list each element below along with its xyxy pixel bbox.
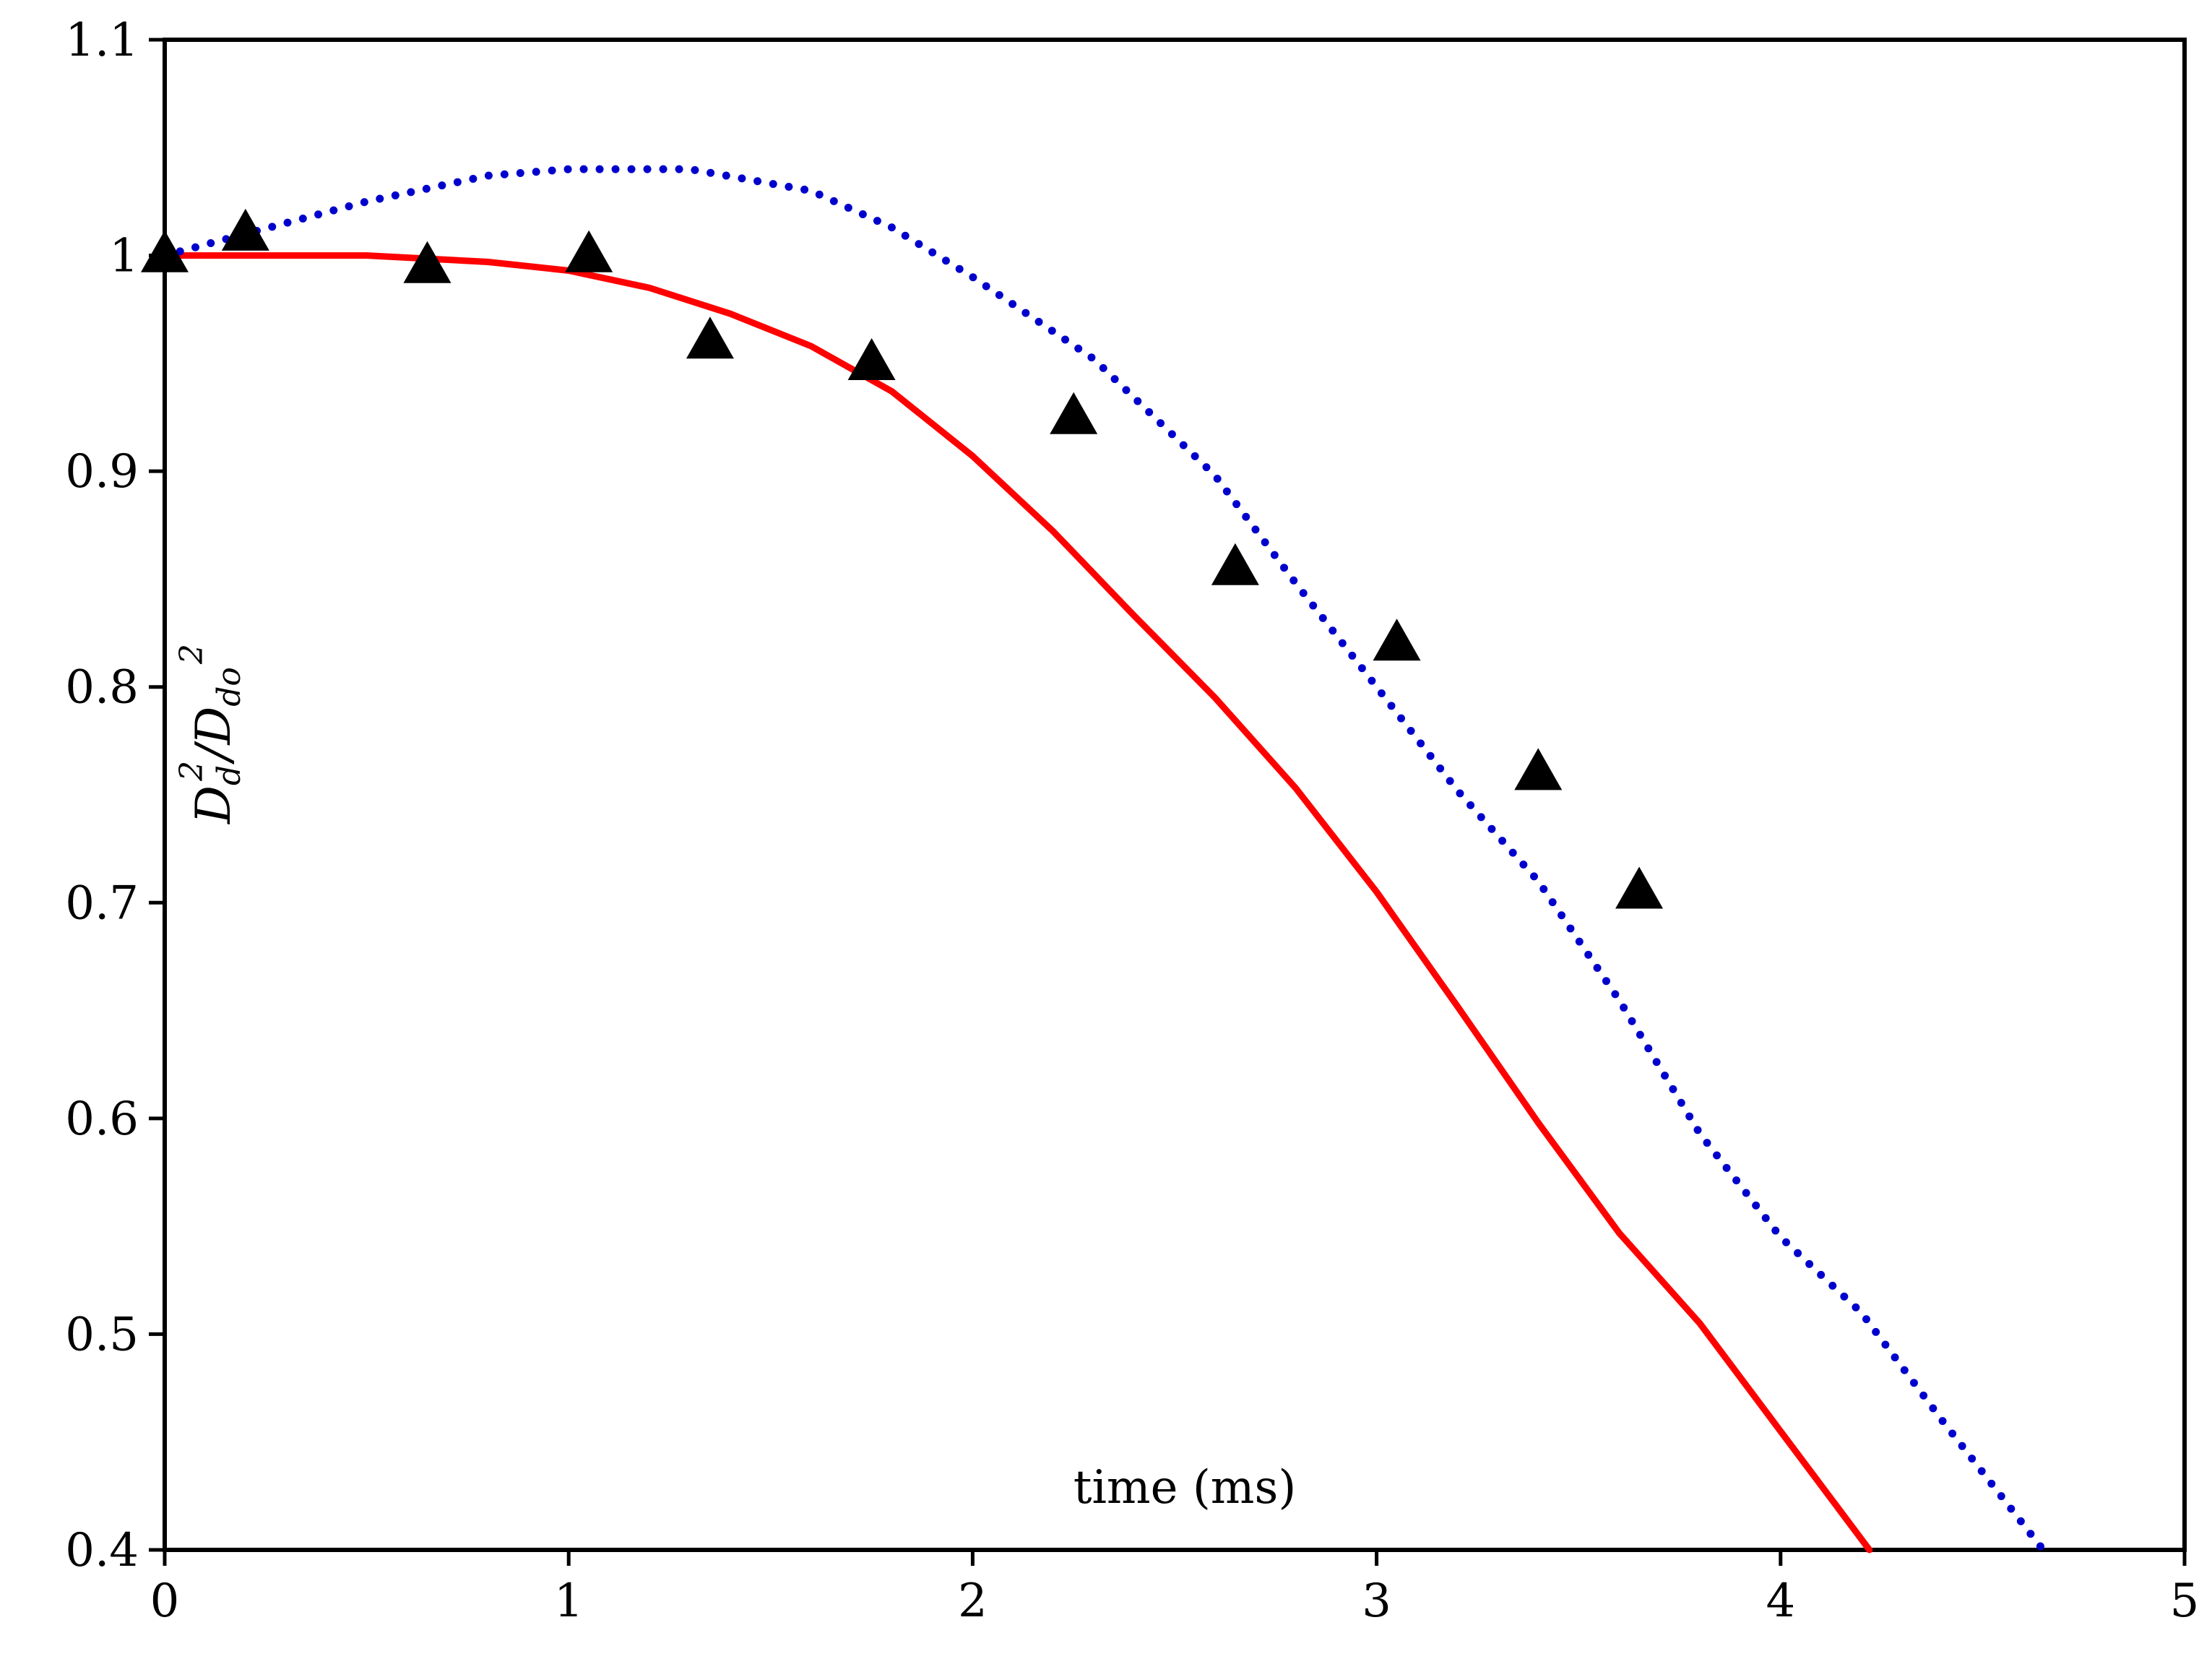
y-axis-title: Dd2/Ddo2 xyxy=(173,644,248,824)
ylabel-base: D xyxy=(186,785,241,824)
x-tick-label: 2 xyxy=(958,1574,988,1628)
triangle-marker xyxy=(141,230,189,272)
solid-red-line xyxy=(161,252,1873,1554)
x-axis-title: time (ms) xyxy=(1073,1461,1297,1514)
y-tick-label: 1 xyxy=(109,230,139,283)
y-tick-label: 1.1 xyxy=(65,14,139,67)
series-layer xyxy=(160,165,2047,1554)
y-tick-label: 0.4 xyxy=(65,1524,139,1577)
x-tick-label: 3 xyxy=(1362,1574,1391,1628)
plot-frame xyxy=(163,38,2187,1552)
y-tick-label: 0.9 xyxy=(65,445,139,499)
ylabel-sub1: d xyxy=(211,765,248,785)
triangle-marker xyxy=(403,241,452,283)
ylabel-base2: D xyxy=(186,707,241,746)
triangle-marker xyxy=(565,230,613,272)
x-tick-label: 5 xyxy=(2170,1574,2200,1628)
x-tick-label: 0 xyxy=(150,1574,180,1628)
x-tick-label: 1 xyxy=(554,1574,584,1628)
triangle-marker xyxy=(847,338,896,381)
ylabel-sub2: do xyxy=(211,667,248,707)
triangle-marker xyxy=(1211,543,1259,585)
ylabel-sup2: 2 xyxy=(173,644,210,665)
tick-marks xyxy=(149,38,2187,1566)
y-tick-label: 0.5 xyxy=(65,1308,139,1361)
y-tick-label: 0.7 xyxy=(65,876,139,930)
y-tick-label: 0.8 xyxy=(65,661,139,715)
ylabel-sup1: 2 xyxy=(173,761,210,782)
triangle-marker xyxy=(221,208,269,251)
y-tick-label: 0.6 xyxy=(65,1093,139,1146)
triangle-marker xyxy=(1514,748,1563,790)
markers xyxy=(141,208,1664,909)
svg-text:Dd2/Ddo2: Dd2/Ddo2 xyxy=(173,644,248,824)
dotted-blue-line xyxy=(160,165,2047,1554)
triangle-marker xyxy=(1050,392,1098,434)
tick-labels: 0 1 2 3 4 5 0.4 0.5 0.6 0.7 0.8 0.9 1 1.1 xyxy=(65,14,2199,1628)
triangle-marker xyxy=(1373,619,1421,661)
triangle-marker xyxy=(1615,866,1664,909)
triangle-marker xyxy=(686,316,734,359)
x-tick-label: 4 xyxy=(1766,1574,1795,1628)
